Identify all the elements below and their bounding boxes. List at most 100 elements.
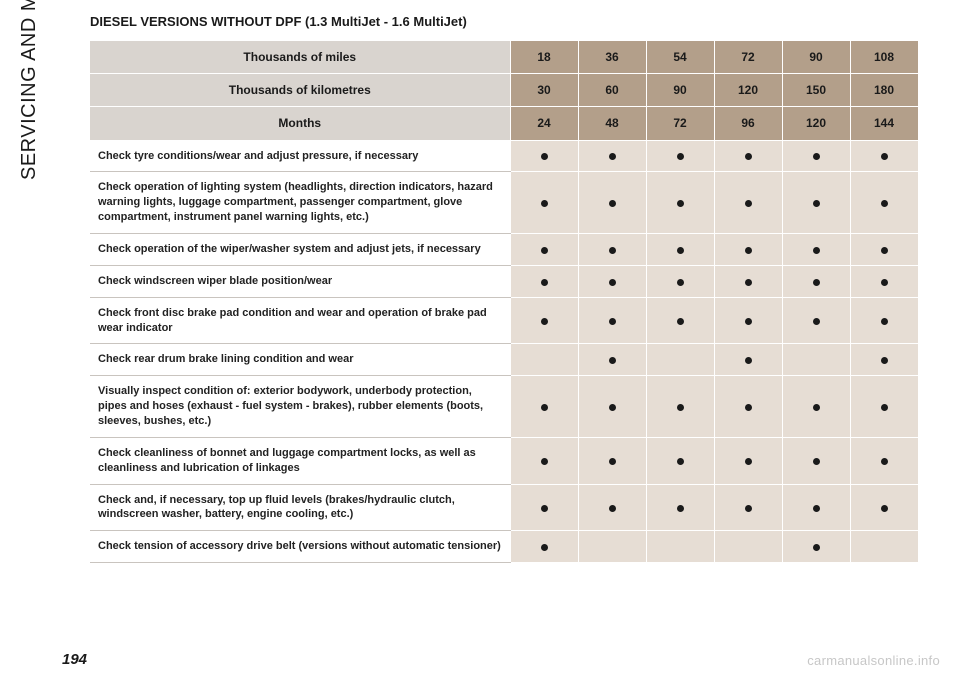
table-row: Check front disc brake pad condition and…	[90, 297, 918, 344]
sidebar-section-label: SERVICING AND MAINTENANCE	[18, 0, 41, 180]
mark-cell	[646, 172, 714, 234]
footer-watermark: carmanualsonline.info	[807, 653, 940, 668]
mark-cell	[578, 233, 646, 265]
table-header-row: Thousands of miles1836547290108	[90, 41, 918, 74]
table-row: Check and, if necessary, top up fluid le…	[90, 484, 918, 531]
mark-cell	[714, 531, 782, 563]
header-value: 72	[714, 41, 782, 74]
bullet-icon	[609, 279, 616, 286]
task-cell: Check operation of lighting system (head…	[90, 172, 510, 234]
mark-cell	[850, 297, 918, 344]
header-value: 90	[646, 74, 714, 107]
mark-cell	[782, 172, 850, 234]
table-row: Check operation of the wiper/washer syst…	[90, 233, 918, 265]
bullet-icon	[541, 404, 548, 411]
task-cell: Check and, if necessary, top up fluid le…	[90, 484, 510, 531]
bullet-icon	[677, 404, 684, 411]
header-value: 54	[646, 41, 714, 74]
header-value: 120	[714, 74, 782, 107]
bullet-icon	[609, 357, 616, 364]
bullet-icon	[677, 200, 684, 207]
header-value: 144	[850, 107, 918, 140]
mark-cell	[510, 484, 578, 531]
bullet-icon	[813, 404, 820, 411]
bullet-icon	[541, 153, 548, 160]
bullet-icon	[541, 544, 548, 551]
bullet-icon	[677, 153, 684, 160]
header-value: 36	[578, 41, 646, 74]
bullet-icon	[745, 247, 752, 254]
bullet-icon	[609, 318, 616, 325]
mark-cell	[714, 233, 782, 265]
table-row: Check rear drum brake lining condition a…	[90, 344, 918, 376]
bullet-icon	[609, 247, 616, 254]
table-header-row: Thousands of kilometres306090120150180	[90, 74, 918, 107]
table-row: Check operation of lighting system (head…	[90, 172, 918, 234]
task-cell: Check windscreen wiper blade position/we…	[90, 265, 510, 297]
mark-cell	[782, 233, 850, 265]
mark-cell	[850, 265, 918, 297]
task-cell: Check front disc brake pad condition and…	[90, 297, 510, 344]
mark-cell	[714, 265, 782, 297]
mark-cell	[578, 437, 646, 484]
mark-cell	[578, 376, 646, 438]
bullet-icon	[813, 505, 820, 512]
bullet-icon	[609, 458, 616, 465]
bullet-icon	[541, 279, 548, 286]
bullet-icon	[881, 318, 888, 325]
bullet-icon	[881, 357, 888, 364]
bullet-icon	[881, 404, 888, 411]
table-header-row: Months24487296120144	[90, 107, 918, 140]
maintenance-schedule-table: Thousands of miles1836547290108Thousands…	[90, 41, 919, 563]
task-cell: Check rear drum brake lining condition a…	[90, 344, 510, 376]
header-value: 180	[850, 74, 918, 107]
mark-cell	[510, 297, 578, 344]
mark-cell	[782, 484, 850, 531]
bullet-icon	[677, 247, 684, 254]
mark-cell	[510, 265, 578, 297]
mark-cell	[646, 531, 714, 563]
mark-cell	[510, 376, 578, 438]
table-row: Check tyre conditions/wear and adjust pr…	[90, 140, 918, 172]
bullet-icon	[745, 318, 752, 325]
header-value: 18	[510, 41, 578, 74]
bullet-icon	[881, 200, 888, 207]
mark-cell	[714, 484, 782, 531]
bullet-icon	[745, 404, 752, 411]
mark-cell	[782, 265, 850, 297]
bullet-icon	[813, 247, 820, 254]
table-row: Check cleanliness of bonnet and luggage …	[90, 437, 918, 484]
mark-cell	[850, 531, 918, 563]
bullet-icon	[677, 318, 684, 325]
bullet-icon	[541, 318, 548, 325]
mark-cell	[850, 233, 918, 265]
page-content: DIESEL VERSIONS WITHOUT DPF (1.3 MultiJe…	[90, 14, 918, 563]
mark-cell	[850, 172, 918, 234]
header-value: 60	[578, 74, 646, 107]
bullet-icon	[541, 505, 548, 512]
bullet-icon	[745, 279, 752, 286]
header-value: 48	[578, 107, 646, 140]
mark-cell	[850, 140, 918, 172]
header-label: Thousands of kilometres	[90, 74, 510, 107]
bullet-icon	[745, 357, 752, 364]
bullet-icon	[609, 505, 616, 512]
mark-cell	[578, 297, 646, 344]
task-cell: Check tyre conditions/wear and adjust pr…	[90, 140, 510, 172]
mark-cell	[782, 376, 850, 438]
table-row: Check windscreen wiper blade position/we…	[90, 265, 918, 297]
mark-cell	[714, 297, 782, 344]
mark-cell	[510, 344, 578, 376]
table-row: Check tension of accessory drive belt (v…	[90, 531, 918, 563]
mark-cell	[646, 233, 714, 265]
bullet-icon	[745, 200, 752, 207]
mark-cell	[714, 344, 782, 376]
mark-cell	[578, 172, 646, 234]
mark-cell	[646, 344, 714, 376]
bullet-icon	[541, 247, 548, 254]
bullet-icon	[881, 505, 888, 512]
bullet-icon	[745, 458, 752, 465]
bullet-icon	[813, 279, 820, 286]
bullet-icon	[609, 153, 616, 160]
header-value: 150	[782, 74, 850, 107]
